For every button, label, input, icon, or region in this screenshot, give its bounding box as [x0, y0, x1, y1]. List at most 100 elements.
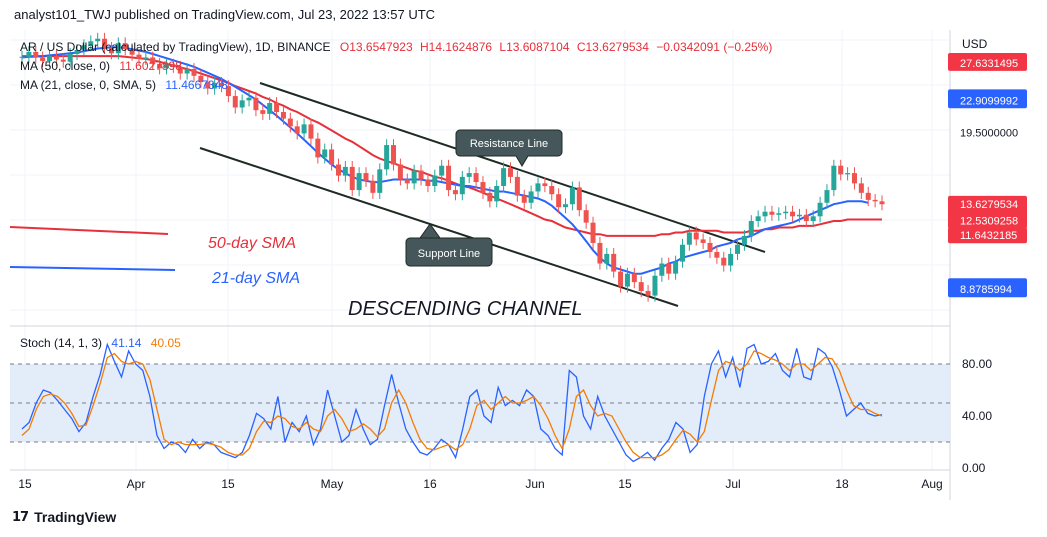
resistance-label: Resistance Line [470, 138, 548, 150]
candle-body [783, 211, 789, 214]
candle-body [831, 165, 837, 191]
stoch-title: Stoch (14, 1, 3) [20, 336, 102, 350]
time-tick-label: Aug [921, 477, 942, 491]
candle-body [315, 138, 321, 158]
candle-body [129, 49, 135, 55]
stoch-legend: Stoch (14, 1, 3) 41.14 40.05 [20, 336, 181, 350]
tradingview-logo-icon: 17 [12, 509, 29, 525]
candle-body [33, 51, 39, 58]
candle-body [563, 204, 569, 208]
price-label-value: 8.8785994 [960, 284, 1012, 296]
candle-body [824, 190, 830, 203]
candle-body [755, 216, 761, 222]
ohlc-close: C13.6279534 [577, 40, 649, 54]
tradingview-logo[interactable]: 17 TradingView [12, 509, 116, 525]
time-tick-label: 15 [221, 477, 235, 491]
price-scale-labels: 27.906792027.633149523.251146522.9099992… [948, 52, 1027, 298]
candle-body [342, 166, 348, 176]
candle-body [239, 100, 245, 108]
time-tick-label: Jul [725, 477, 740, 491]
candle-body [74, 49, 80, 54]
candle-body [329, 149, 335, 165]
candle-body [604, 253, 610, 264]
candle-body [122, 43, 128, 50]
ma21-line [21, 46, 869, 275]
candle-body [95, 38, 101, 42]
candle-body [322, 149, 328, 158]
price-pane[interactable] [10, 30, 950, 325]
price-label-value: 11.6432185 [960, 230, 1017, 242]
ma50-legend-label: MA (50, close, 0) [20, 59, 110, 73]
support-line [199, 147, 679, 307]
candle-body [370, 180, 376, 193]
candle-body [191, 69, 197, 76]
candle-body [198, 75, 204, 83]
candle-body [872, 199, 878, 202]
candle-body [425, 179, 431, 187]
stoch-tick-label: 40.00 [962, 409, 992, 423]
price-label-value: 19.5000000 [960, 127, 1018, 139]
svg-text:AR / US Dollar (calculated by: AR / US Dollar (calculated by TradingVie… [20, 40, 772, 54]
candle-body [363, 173, 369, 181]
support-callout: Support Line [405, 223, 493, 267]
legend-21sma-line [9, 266, 176, 271]
candle-body [590, 222, 596, 243]
candle-body [253, 97, 259, 111]
candle-body [501, 168, 507, 187]
candle-body [287, 118, 293, 127]
support-label: Support Line [418, 248, 480, 260]
candle-body [274, 102, 280, 113]
candle-body [205, 82, 211, 89]
ma50-legend-value: 11.6027898 [119, 59, 182, 73]
candle-body [597, 242, 603, 264]
price-legend: AR / US Dollar (calculated by TradingVie… [20, 40, 772, 92]
candle-body [335, 164, 341, 176]
candle-body [356, 173, 362, 191]
time-tick-label: 15 [18, 477, 32, 491]
candle-body [514, 176, 520, 196]
price-label: 22.9099992 [948, 92, 1027, 109]
descending-channel [9, 82, 766, 307]
time-tick-label: May [321, 477, 344, 491]
time-tick-label: Jun [525, 477, 544, 491]
candle-body [47, 56, 53, 62]
candle-body [631, 273, 637, 283]
candle-body [260, 110, 266, 114]
candle-body [879, 201, 885, 205]
tradingview-brand: TradingView [34, 509, 117, 525]
candle-body [851, 173, 857, 184]
stoch-d-value: 40.05 [151, 336, 181, 350]
candle-body [246, 97, 252, 101]
candle-body [232, 96, 238, 108]
candle-body [40, 57, 46, 62]
candle-body [576, 187, 582, 211]
symbol-title: AR / US Dollar (calculated by TradingVie… [20, 40, 331, 54]
candle-body [480, 182, 486, 193]
candle-body [748, 221, 754, 236]
candle-body [219, 82, 225, 87]
stoch-scale-labels: 80.00 40.00 0.00 [962, 357, 992, 475]
candle-body [845, 173, 851, 175]
candle-body [177, 66, 183, 74]
candle-body [693, 232, 699, 240]
ma21-series [21, 46, 869, 275]
candle-body [728, 253, 734, 266]
ma50-series [22, 55, 882, 237]
candle-body [611, 253, 617, 272]
currency-label: USD [962, 37, 988, 51]
candle-body [735, 244, 741, 254]
candle-body [391, 145, 397, 165]
candle-body [865, 192, 871, 200]
candle-body [115, 43, 121, 54]
candle-body [102, 38, 108, 48]
candle-body [294, 126, 300, 134]
price-label: 11.6432185 [948, 227, 1027, 244]
time-tick-label: 15 [618, 477, 632, 491]
candle-body [624, 273, 630, 287]
candle-body [838, 165, 844, 175]
candle-body [494, 186, 500, 202]
candle-body [212, 82, 218, 89]
sma50-annotation: 50-day SMA [208, 235, 296, 252]
candle-body [225, 86, 231, 97]
